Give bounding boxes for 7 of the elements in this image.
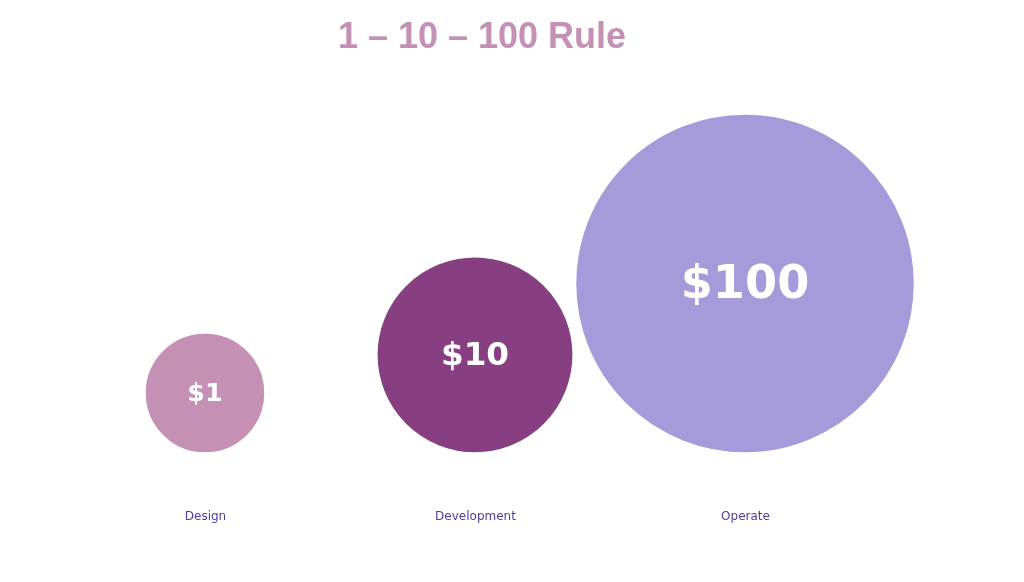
category-label: Design xyxy=(184,508,227,523)
category-label: Development xyxy=(435,508,517,523)
data-label: $10 xyxy=(440,334,510,373)
data-label: $100 xyxy=(680,254,810,309)
text: 1 – 10 – 100 Rule xyxy=(337,15,627,56)
category-label: Operate xyxy=(721,508,770,523)
data-label: $1 xyxy=(187,377,223,407)
